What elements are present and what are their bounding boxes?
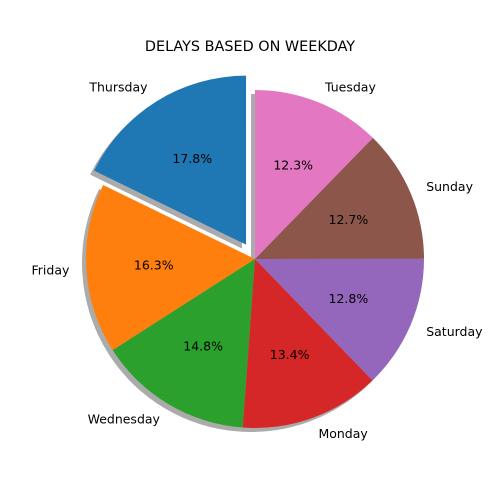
chart-title: DELAYS BASED ON WEEKDAY [145,39,355,55]
slice-label-tuesday: Tuesday [324,79,376,94]
percent-label-monday: 13.4% [270,347,310,362]
slice-label-wednesday: Wednesday [88,411,161,426]
percent-label-friday: 16.3% [134,257,174,272]
pie-slices [86,76,424,428]
slice-label-sunday: Sunday [426,179,473,194]
slice-label-monday: Monday [318,426,368,441]
slice-label-friday: Friday [32,262,70,277]
percent-label-saturday: 12.8% [329,291,369,306]
percent-label-tuesday: 12.3% [273,158,313,173]
percent-label-wednesday: 14.8% [183,339,223,354]
percent-label-sunday: 12.7% [329,212,369,227]
percent-label-thursday: 17.8% [172,151,212,166]
slice-label-thursday: Thursday [88,80,148,95]
slice-label-saturday: Saturday [426,324,483,339]
